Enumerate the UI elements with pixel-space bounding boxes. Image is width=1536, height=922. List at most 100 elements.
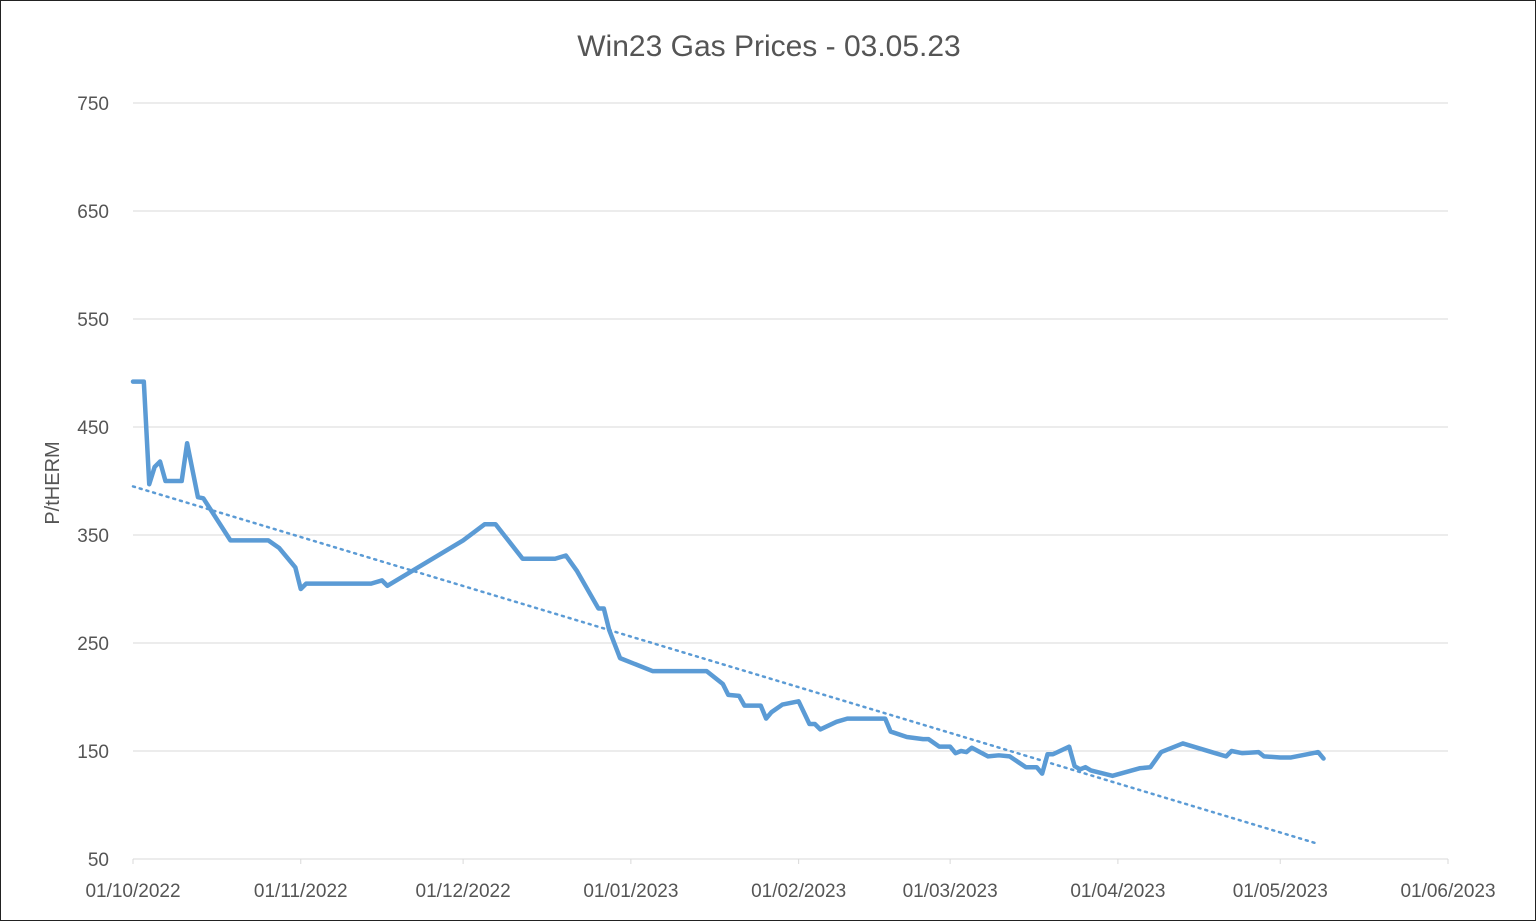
data-point	[959, 749, 963, 753]
data-point	[1278, 755, 1282, 759]
data-point	[1024, 765, 1028, 769]
data-point	[926, 737, 930, 741]
data-point	[905, 735, 909, 739]
y-tick-label: 650	[77, 202, 109, 223]
data-point	[1181, 741, 1185, 745]
data-point	[1230, 749, 1234, 753]
data-point	[158, 460, 162, 464]
data-point	[797, 699, 801, 703]
data-point	[553, 557, 557, 561]
x-tick-labels: 01/10/2022 01/11/2022 01/12/2022 01/01/2023…	[85, 859, 1496, 902]
data-point	[618, 656, 622, 660]
data-point	[147, 482, 151, 486]
data-point	[185, 441, 189, 445]
data-point	[759, 704, 763, 708]
data-point	[780, 703, 784, 707]
data-point	[575, 569, 579, 573]
data-point	[1311, 751, 1315, 755]
trendline-layer	[131, 485, 1320, 846]
data-point	[1083, 765, 1087, 769]
data-point	[970, 746, 974, 750]
x-tick-label: 01/02/2023	[751, 881, 846, 902]
chart-title: Win23 Gas Prices - 03.05.23	[577, 30, 961, 63]
data-point	[954, 751, 958, 755]
data-point	[1138, 766, 1142, 770]
trendline	[131, 485, 1320, 846]
data-point	[461, 538, 465, 542]
data-point	[1067, 745, 1071, 749]
data-point	[180, 479, 184, 483]
x-tick-label: 01/12/2022	[416, 881, 511, 902]
data-point	[1262, 754, 1266, 758]
data-point	[494, 522, 498, 526]
data-point	[764, 717, 768, 721]
y-tick-label: 250	[77, 634, 109, 655]
data-point	[921, 737, 925, 741]
data-point	[1073, 764, 1077, 768]
data-point	[228, 538, 232, 542]
data-point	[997, 753, 1001, 757]
data-point	[1322, 757, 1326, 761]
data-point	[964, 750, 968, 754]
data-point	[1035, 765, 1039, 769]
data-point	[1040, 772, 1044, 776]
data-point	[807, 722, 811, 726]
data-point	[1046, 752, 1050, 756]
x-tick-label: 01/06/2023	[1400, 881, 1495, 902]
data-point	[1078, 767, 1082, 771]
data-point	[770, 710, 774, 714]
data-point	[1110, 774, 1114, 778]
data-point	[1257, 750, 1261, 754]
data-point	[196, 495, 200, 499]
data-point	[1240, 751, 1244, 755]
data-point	[986, 754, 990, 758]
data-point	[1300, 753, 1304, 757]
data-points	[131, 380, 1326, 778]
data-point	[607, 628, 611, 632]
data-point	[293, 565, 297, 569]
data-point	[743, 704, 747, 708]
data-point	[1224, 754, 1228, 758]
data-point	[304, 582, 308, 586]
x-tick-label: 01/03/2023	[903, 881, 998, 902]
x-tick-label: 01/04/2023	[1070, 881, 1165, 902]
data-point	[818, 727, 822, 731]
data-point	[266, 538, 270, 542]
data-point	[142, 380, 146, 384]
x-tick-label: 01/11/2022	[254, 881, 348, 902]
data-point	[596, 606, 600, 610]
data-point	[201, 496, 205, 500]
data-point	[1051, 752, 1055, 756]
y-tick-label: 750	[77, 94, 109, 115]
data-point	[883, 717, 887, 721]
data-point	[937, 745, 941, 749]
series-layer	[130, 379, 1326, 779]
data-point	[277, 546, 281, 550]
data-point	[834, 720, 838, 724]
data-point	[1213, 751, 1217, 755]
data-point	[721, 682, 725, 686]
data-point	[948, 745, 952, 749]
y-tick-label: 50	[88, 850, 109, 871]
data-point	[1008, 754, 1012, 758]
data-point	[602, 606, 606, 610]
data-point	[1089, 768, 1093, 772]
data-point	[1148, 765, 1152, 769]
data-point	[1289, 755, 1293, 759]
y-tick-label: 150	[77, 742, 109, 763]
data-point	[131, 380, 135, 384]
y-tick-labels: 50 150 250 350 450 550 650 750	[77, 94, 109, 871]
data-point	[521, 557, 525, 561]
data-point	[153, 465, 157, 469]
series-line	[130, 379, 1326, 779]
data-point	[483, 522, 487, 526]
gridlines	[133, 102, 1448, 860]
data-point	[889, 730, 893, 734]
x-tick-label: 01/01/2023	[583, 881, 678, 902]
data-point	[737, 694, 741, 698]
data-point	[299, 587, 303, 591]
data-point	[564, 554, 568, 558]
data-point	[163, 479, 167, 483]
